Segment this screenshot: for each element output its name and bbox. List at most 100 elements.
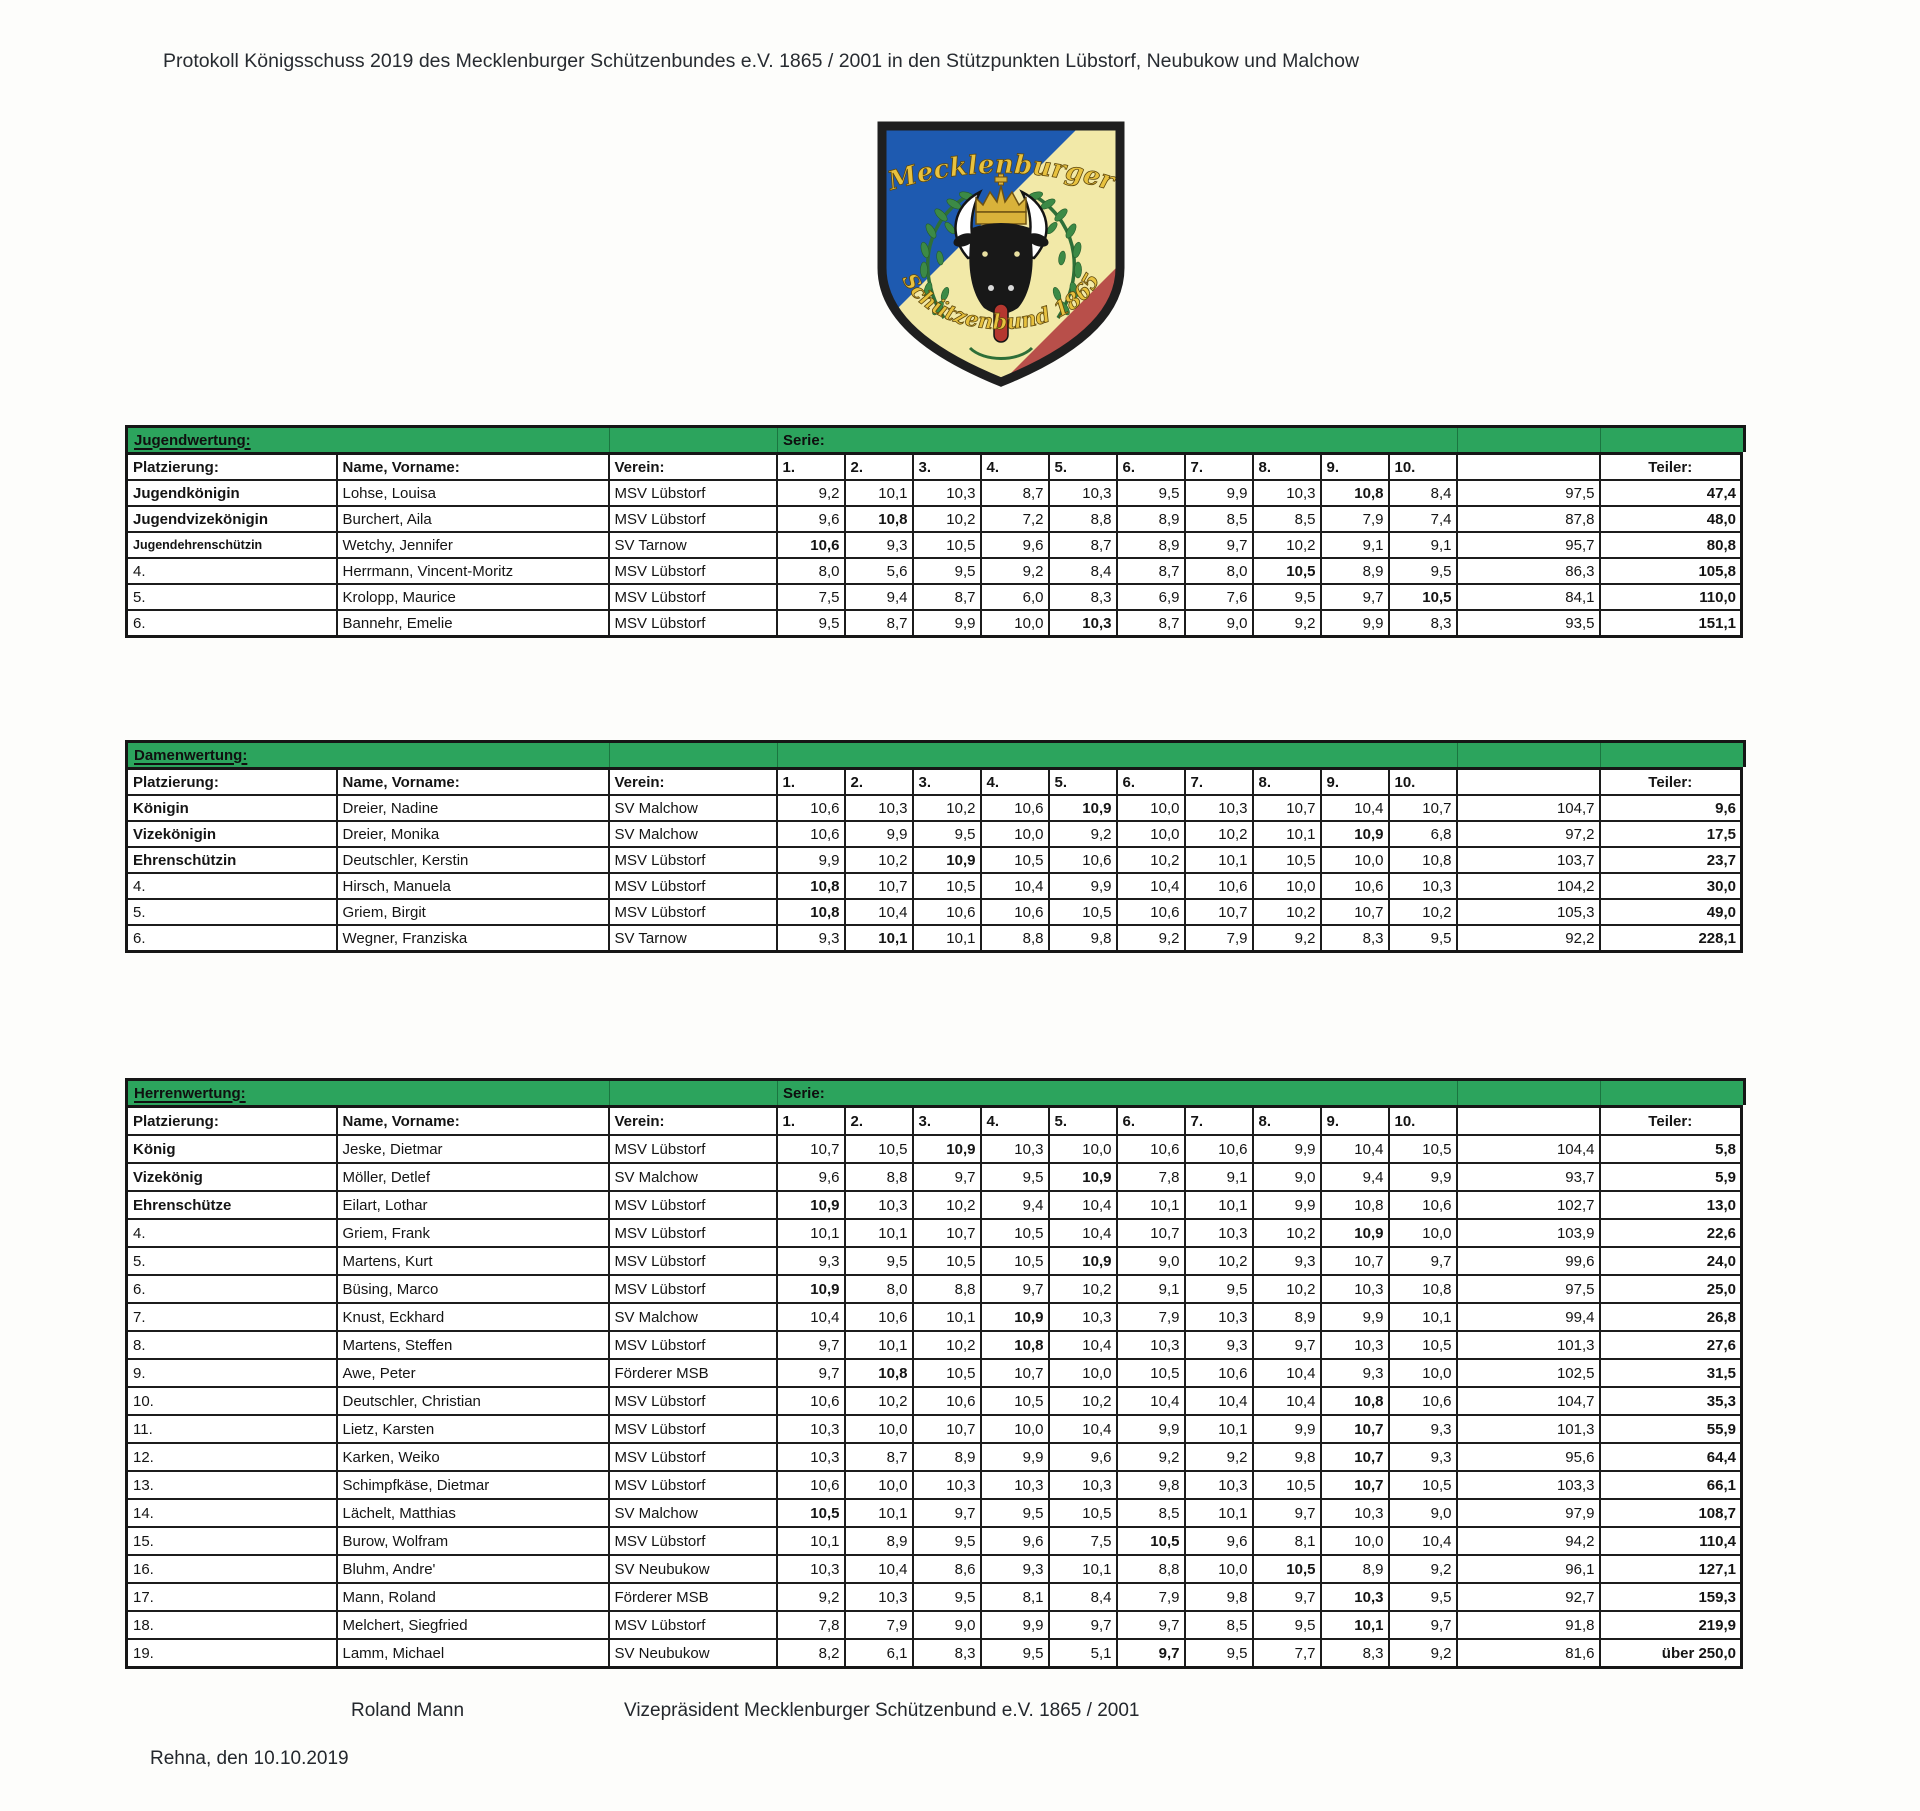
serie-value-cell: 10,7 [1183,898,1254,926]
serie-value-cell: 10,7 [1319,1442,1390,1472]
serie-value-cell: 8,5 [1115,1498,1186,1528]
band-segment: Jugendwertung: [128,428,610,452]
serie-value-cell: 9,9 [979,1610,1050,1640]
serie-value-cell: 10,0 [1047,1134,1118,1164]
serie-value-cell: 7,9 [1115,1582,1186,1612]
teiler-cell: 108,7 [1598,1498,1743,1528]
result-row: 10. Deutschler, Christian MSV Lübstorf 10,6… [125,1386,1743,1416]
serie-value-cell: 9,2 [979,557,1050,585]
summe-cell: 103,9 [1455,1218,1601,1248]
serie-value-cell: 7,9 [1115,1302,1186,1332]
serie-value-cell: 9,7 [1183,531,1254,559]
result-row: 17. Mann, Roland Förderer MSB 9,2 10,3 9,5 8,1… [125,1582,1743,1612]
verein-cell: MSV Lübstorf [607,583,778,611]
serie-value-cell: 10,8 [1387,1274,1458,1304]
serie-value-cell: 9,9 [1115,1414,1186,1444]
serie-value-cell: 10,4 [1047,1218,1118,1248]
serie-value-cell: 10,3 [1251,479,1322,507]
summe-cell: 97,5 [1455,1274,1601,1304]
section-header-band: Herrenwertung: Serie: [125,1078,1746,1105]
platzierung-cell: Vizekönigin [125,820,338,848]
band-segment [778,743,1458,767]
sum-header [1455,1105,1601,1136]
serie-value-cell: 8,5 [1183,505,1254,533]
serie-value-cell: 10,8 [1319,1386,1390,1416]
serie-value-cell: 9,7 [1251,1498,1322,1528]
verein-cell: SV Malchow [607,1302,778,1332]
verein-cell: MSV Lübstorf [607,1274,778,1304]
serie-value-cell: 8,3 [911,1638,982,1669]
serie-value-cell: 10,7 [775,1134,846,1164]
serie-value-cell: 10,6 [775,794,846,822]
serie-col-header: 1. [775,1105,846,1136]
serie-value-cell: 10,5 [979,1218,1050,1248]
serie-value-cell: 10,3 [1115,1330,1186,1360]
serie-value-cell: 8,8 [1115,1554,1186,1584]
teiler-cell: 5,8 [1598,1134,1743,1164]
serie-value-cell: 10,2 [1047,1386,1118,1416]
summe-cell: 93,5 [1455,609,1601,638]
result-row: 6. Büsing, Marco MSV Lübstorf 10,9 8,0 8,8 9,7… [125,1274,1743,1304]
serie-value-cell: 10,4 [1251,1386,1322,1416]
serie-value-cell: 10,3 [775,1414,846,1444]
teiler-cell: 159,3 [1598,1582,1743,1612]
serie-value-cell: 8,7 [843,609,914,638]
name-cell: Hirsch, Manuela [335,872,610,900]
serie-value-cell: 10,9 [979,1302,1050,1332]
serie-value-cell: 10,0 [979,820,1050,848]
serie-value-cell: 8,7 [979,479,1050,507]
serie-value-cell: 10,9 [775,1274,846,1304]
verein-cell: MSV Lübstorf [607,846,778,874]
platzierung-header: Platzierung: [125,767,338,796]
verein-cell: MSV Lübstorf [607,609,778,638]
serie-col-header: 5. [1047,767,1118,796]
serie-value-cell: 10,6 [911,898,982,926]
result-row: 4. Herrmann, Vincent-Moritz MSV Lübstorf 8,… [125,557,1743,585]
band-segment: Serie: [778,428,1458,452]
platzierung-cell: 11. [125,1414,338,1444]
serie-value-cell: 7,2 [979,505,1050,533]
teiler-cell: 17,5 [1598,820,1743,848]
platzierung-cell: 6. [125,1274,338,1304]
band-segment: Herrenwertung: [128,1081,610,1105]
summe-cell: 87,8 [1455,505,1601,533]
serie-value-cell: 6,9 [1115,583,1186,611]
serie-value-cell: 9,5 [979,1162,1050,1192]
platzierung-cell: Jugendehrenschützin [125,531,338,559]
result-row: 6. Wegner, Franziska SV Tarnow 9,3 10,1 10,1 8… [125,924,1743,953]
result-row: 19. Lamm, Michael SV Neubukow 8,2 6,1 8,3 9,5 5… [125,1638,1743,1669]
summe-cell: 99,6 [1455,1246,1601,1276]
serie-value-cell: 10,6 [979,794,1050,822]
serie-value-cell: 9,0 [911,1610,982,1640]
teiler-cell: 49,0 [1598,898,1743,926]
serie-value-cell: 8,8 [1047,505,1118,533]
serie-value-cell: 10,5 [911,872,982,900]
serie-value-cell: 8,9 [1319,557,1390,585]
serie-value-cell: 10,0 [1319,1526,1390,1556]
platzierung-cell: 5. [125,1246,338,1276]
serie-value-cell: 9,1 [1387,531,1458,559]
summe-cell: 97,5 [1455,479,1601,507]
serie-value-cell: 9,3 [1319,1358,1390,1388]
herrenwertung-section: Herrenwertung: Serie: Platzierung: Name, … [125,1078,1746,1669]
serie-value-cell: 8,0 [775,557,846,585]
sum-header [1455,452,1601,481]
serie-value-cell: 9,9 [911,609,982,638]
serie-value-cell: 10,1 [1183,846,1254,874]
serie-value-cell: 10,3 [843,794,914,822]
summe-cell: 92,7 [1455,1582,1601,1612]
verein-cell: SV Malchow [607,1498,778,1528]
serie-value-cell: 8,1 [979,1582,1050,1612]
serie-value-cell: 8,9 [1115,531,1186,559]
serie-value-cell: 10,9 [1047,794,1118,822]
serie-value-cell: 10,1 [843,1498,914,1528]
serie-value-cell: 10,1 [1047,1554,1118,1584]
serie-value-cell: 10,6 [1319,872,1390,900]
result-row: 12. Karken, Weiko MSV Lübstorf 10,3 8,7 8,9 9,… [125,1442,1743,1472]
summe-cell: 103,7 [1455,846,1601,874]
serie-value-cell: 7,7 [1251,1638,1322,1669]
serie-value-cell: 10,7 [1319,1470,1390,1500]
place-date-line: Rehna, den 10.10.2019 [150,1748,349,1769]
serie-value-cell: 9,7 [1047,1610,1118,1640]
name-cell: Schimpfkäse, Dietmar [335,1470,610,1500]
